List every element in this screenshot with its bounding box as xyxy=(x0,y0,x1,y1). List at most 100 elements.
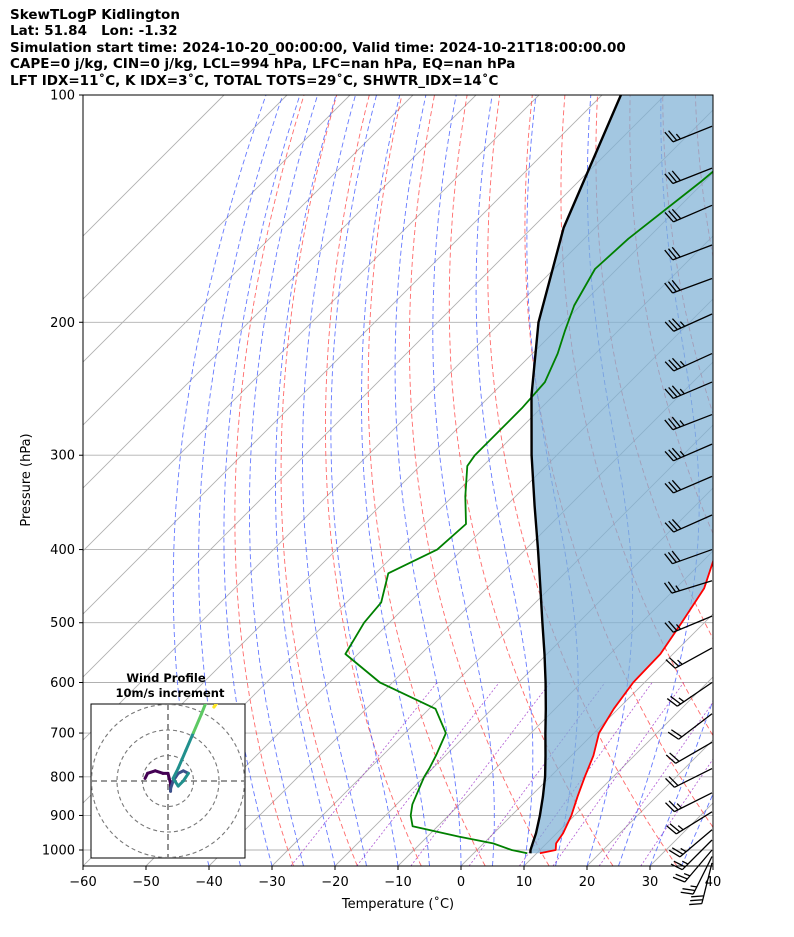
wind-barb-flag xyxy=(668,520,678,531)
wind-barb-flag xyxy=(664,419,674,431)
moist-adiabat-line xyxy=(361,95,430,866)
wind-barb-flag xyxy=(664,483,674,494)
y-tick-label: 200 xyxy=(50,316,75,331)
x-tick-label: 40 xyxy=(705,875,722,890)
wind-barb xyxy=(665,741,713,764)
wind-barb-flag xyxy=(668,481,678,492)
wind-barb-flag xyxy=(668,800,679,811)
wind-barb-flag xyxy=(671,318,682,329)
hodograph-trace xyxy=(192,713,203,735)
wind-barb-flag xyxy=(671,357,682,369)
axes: −60 −50 −40 −30 −20 −10 0 10 20 30 40 1000 900 800 700… xyxy=(42,89,721,891)
wind-barb-flag xyxy=(668,319,678,331)
wind-barb-flag xyxy=(668,130,678,141)
wind-barb-flag xyxy=(677,825,684,831)
wind-barb-flag xyxy=(671,550,681,562)
x-tick-label: −10 xyxy=(384,875,411,890)
y-tick-label: 900 xyxy=(50,809,75,824)
wind-barb-flag xyxy=(664,249,674,261)
wind-barb-flag xyxy=(671,847,684,855)
hodograph-trace xyxy=(166,771,173,786)
stability-indices: CAPE=0 j/kg, CIN=0 j/kg, LCL=994 hPa, LF… xyxy=(10,56,516,73)
wind-barb-flag xyxy=(671,246,681,258)
wind-barb-flag xyxy=(669,752,680,762)
wind-barb-flag xyxy=(679,450,685,457)
isotherm-line xyxy=(83,95,603,615)
moist-adiabat-line xyxy=(198,95,284,866)
wind-barb-flag xyxy=(668,171,678,183)
y-axis-label: Pressure (hPa) xyxy=(19,433,34,526)
hodograph-subtitle: 10m/s increment xyxy=(116,686,225,700)
wind-barb xyxy=(664,167,713,185)
wind-barb-staff xyxy=(672,167,713,185)
wind-barb-staff xyxy=(675,811,713,835)
wind-barb-staff xyxy=(692,856,713,895)
wind-barb-staff xyxy=(676,681,713,707)
wind-barb-flag xyxy=(667,581,677,593)
hodograph-trace xyxy=(176,748,188,770)
wind-barb-staff xyxy=(673,514,713,533)
y-tick-label: 100 xyxy=(50,89,75,104)
wind-barb xyxy=(664,413,713,431)
dry-adiabat-line xyxy=(409,95,550,866)
wind-barb-flag xyxy=(668,620,678,632)
wind-barb xyxy=(664,352,713,372)
wind-barb-staff xyxy=(673,381,713,400)
wind-barb-staff xyxy=(672,413,713,431)
simulation-times: Simulation start time: 2024-10-20_00:00:… xyxy=(10,39,626,56)
isotherm-line xyxy=(83,95,225,237)
profile-lines xyxy=(344,95,713,855)
wind-barb-flag xyxy=(671,170,681,182)
x-tick-label: −50 xyxy=(132,875,159,890)
wind-barb xyxy=(689,862,713,906)
y-tick-label: 300 xyxy=(50,449,75,464)
wind-barb-flag xyxy=(691,895,704,898)
mixing-ratio-line xyxy=(290,682,438,866)
thermo-indices: LFT IDX=11˚C, K IDX=3˚C, TOTAL TOTS=29˚C… xyxy=(10,72,499,89)
wind-barb-flag xyxy=(675,623,682,630)
cape-shading xyxy=(530,95,713,854)
wind-barb-flag xyxy=(675,133,681,140)
isotherm-line xyxy=(83,95,666,678)
wind-barb-flag xyxy=(670,729,683,738)
wind-barb-flag xyxy=(677,659,683,665)
wind-barb-staff xyxy=(675,741,713,764)
wind-barb xyxy=(665,792,713,813)
wind-barb xyxy=(680,856,713,895)
y-tick-label: 500 xyxy=(50,616,75,631)
wind-barb-flag xyxy=(671,479,682,491)
y-tick-label: 1000 xyxy=(42,844,75,859)
x-tick-label: −40 xyxy=(195,875,222,890)
wind-barb-flag xyxy=(675,585,681,592)
wind-barb-flag xyxy=(664,173,674,184)
moist-adiabat-line xyxy=(712,864,713,866)
dry-adiabat-line xyxy=(234,95,305,866)
moist-adiabat-line xyxy=(681,792,713,866)
wind-barb-flag xyxy=(670,695,682,705)
dry-adiabat-line xyxy=(761,95,794,866)
moist-adiabat-line xyxy=(618,95,700,866)
parcel-profile-line xyxy=(529,95,623,854)
moist-adiabat-line xyxy=(475,95,534,866)
wind-barb-flag xyxy=(679,360,686,367)
x-tick-label: −60 xyxy=(69,875,96,890)
wind-barb xyxy=(664,244,713,261)
wind-barb-flag xyxy=(671,447,682,459)
wind-barb-staff xyxy=(671,580,713,594)
mixing-ratio-line xyxy=(552,682,685,866)
wind-barb-flag xyxy=(665,659,676,669)
hodograph-trace xyxy=(184,731,195,752)
wind-barb-flag xyxy=(671,385,682,396)
x-axis-label: Temperature (˚C) xyxy=(341,896,454,912)
moist-adiabat-line xyxy=(649,699,713,866)
wind-barb-staff xyxy=(674,767,713,788)
wind-barb xyxy=(666,681,713,707)
wind-barb-flag xyxy=(666,698,678,707)
wind-barb xyxy=(664,381,713,400)
moist-adiabat-line xyxy=(302,95,367,866)
wind-barbs xyxy=(663,125,713,906)
y-tick-label: 400 xyxy=(50,543,75,558)
y-tick-label: 800 xyxy=(50,770,75,785)
wind-barb-flag xyxy=(682,888,696,892)
